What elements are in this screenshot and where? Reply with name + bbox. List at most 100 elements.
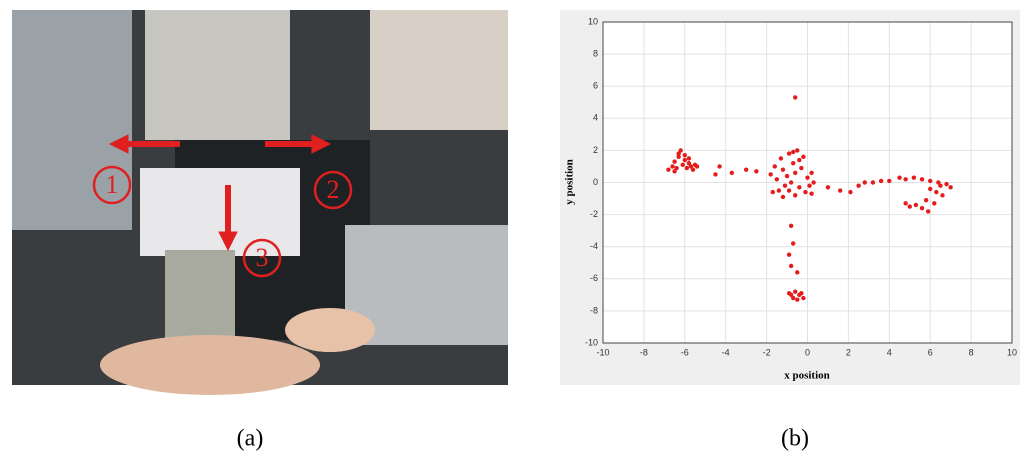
x-tick-label: 6 — [928, 347, 933, 357]
point — [914, 203, 918, 207]
point — [785, 174, 789, 178]
point — [775, 177, 779, 181]
point — [783, 184, 787, 188]
point — [685, 166, 689, 170]
point — [687, 156, 691, 160]
point — [773, 164, 777, 168]
point — [672, 169, 676, 173]
point — [787, 151, 791, 155]
point — [797, 185, 801, 189]
point — [777, 188, 781, 192]
y-tick-label: 2 — [593, 145, 598, 155]
point — [787, 253, 791, 257]
point — [801, 296, 805, 300]
point — [797, 158, 801, 162]
point — [795, 270, 799, 274]
point — [793, 171, 797, 175]
point — [934, 190, 938, 194]
y-tick-label: 4 — [593, 113, 598, 123]
clamp — [145, 10, 290, 140]
point — [887, 179, 891, 183]
caption: (a) — [237, 426, 264, 452]
point — [683, 158, 687, 162]
point — [903, 201, 907, 205]
point — [856, 184, 860, 188]
y-tick-label: 6 — [593, 81, 598, 91]
point — [938, 184, 942, 188]
point — [713, 172, 717, 176]
point — [779, 156, 783, 160]
point — [787, 188, 791, 192]
x-tick-label: -4 — [722, 347, 730, 357]
point — [809, 171, 813, 175]
point — [826, 185, 830, 189]
point — [879, 179, 883, 183]
point — [789, 180, 793, 184]
point — [848, 190, 852, 194]
point — [744, 167, 748, 171]
x-tick-label: 2 — [846, 347, 851, 357]
point — [807, 184, 811, 188]
point — [805, 175, 809, 179]
point — [871, 180, 875, 184]
point — [781, 195, 785, 199]
point — [771, 190, 775, 194]
y-tick-label: 8 — [593, 48, 598, 58]
wall-right — [370, 10, 508, 130]
point — [793, 193, 797, 197]
photo-label: 3 — [256, 243, 269, 272]
point — [940, 193, 944, 197]
point — [672, 159, 676, 163]
point — [768, 172, 772, 176]
point — [903, 177, 907, 181]
point — [924, 198, 928, 202]
point — [781, 167, 785, 171]
point — [795, 148, 799, 152]
point — [811, 180, 815, 184]
photo-label: 1 — [106, 170, 119, 199]
point — [691, 167, 695, 171]
x-tick-label: 0 — [805, 347, 810, 357]
point — [795, 297, 799, 301]
point — [666, 167, 670, 171]
point — [926, 209, 930, 213]
point — [791, 150, 795, 154]
y-tick-label: 0 — [593, 177, 598, 187]
holder — [165, 250, 235, 350]
caption: (b) — [781, 426, 809, 452]
x-axis-label: x position — [784, 370, 830, 382]
point — [683, 153, 687, 157]
point — [799, 291, 803, 295]
point — [791, 161, 795, 165]
point — [799, 166, 803, 170]
point — [863, 180, 867, 184]
y-tick-label: -4 — [590, 241, 598, 251]
y-tick-label: -6 — [590, 273, 598, 283]
point — [801, 155, 805, 159]
point — [838, 188, 842, 192]
x-tick-label: -10 — [596, 347, 609, 357]
point — [789, 293, 793, 297]
point — [928, 187, 932, 191]
point — [920, 206, 924, 210]
y-tick-label: -10 — [585, 337, 598, 347]
point — [789, 264, 793, 268]
point — [912, 175, 916, 179]
point — [932, 201, 936, 205]
point — [730, 171, 734, 175]
point — [793, 289, 797, 293]
x-tick-label: 8 — [969, 347, 974, 357]
point — [695, 164, 699, 168]
point — [791, 241, 795, 245]
point — [717, 164, 721, 168]
point — [920, 177, 924, 181]
x-tick-label: -6 — [681, 347, 689, 357]
y-tick-label: -2 — [590, 209, 598, 219]
paper — [140, 168, 300, 256]
y-axis-label: y position — [564, 159, 576, 205]
photo-label: 2 — [327, 175, 340, 204]
point — [681, 163, 685, 167]
photo: 1 2 3 — [12, 10, 508, 395]
point — [928, 179, 932, 183]
point — [754, 169, 758, 173]
